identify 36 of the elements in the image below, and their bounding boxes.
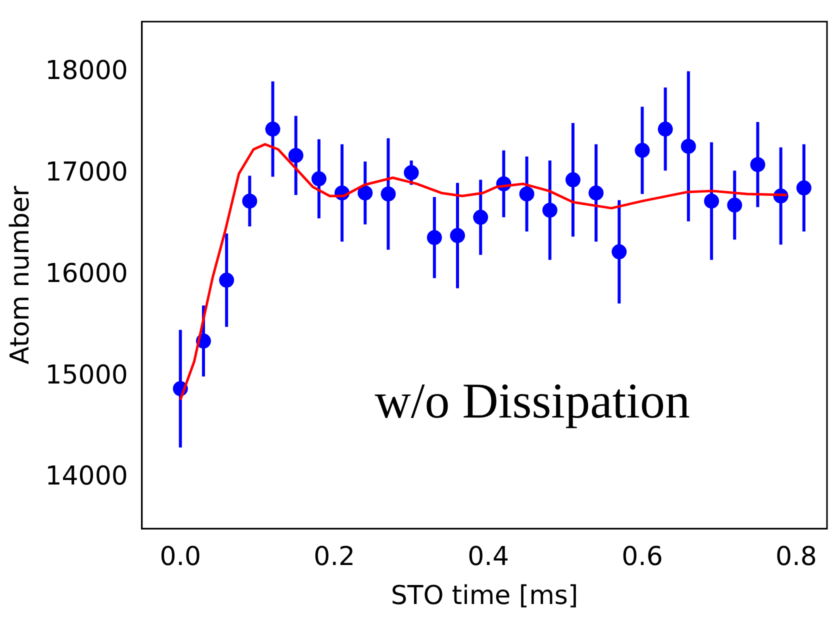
point (588, 185, 604, 200)
point (358, 185, 373, 200)
x-tick-label: 0.6 (622, 542, 663, 572)
point (219, 272, 234, 288)
x-axis-title: STO time [ms] (390, 581, 578, 612)
annotation: w/o Dissipation (374, 372, 690, 429)
x-tick-label: 0.0 (160, 542, 202, 572)
point (473, 210, 488, 225)
x-tick-label: 0.8 (776, 542, 817, 572)
y-tick-label: 14000 (45, 462, 128, 492)
point (380, 186, 396, 202)
point (450, 228, 466, 244)
point (565, 172, 580, 188)
point (311, 171, 326, 186)
x-tick-label: 0.4 (468, 542, 509, 572)
y-tick-label: 15000 (45, 360, 128, 390)
point (542, 202, 558, 218)
point (750, 157, 766, 172)
point (612, 244, 627, 260)
y-tick-label: 18000 (45, 56, 128, 86)
point (426, 230, 442, 246)
point (288, 148, 304, 163)
y-axis-title: Atom number (5, 186, 36, 364)
point (242, 194, 258, 209)
point (265, 122, 280, 137)
point (658, 122, 673, 137)
y-tick-label: 17000 (45, 157, 128, 188)
point (404, 165, 419, 180)
point (727, 198, 742, 213)
point (796, 180, 812, 196)
y-tick-label: 16000 (45, 258, 128, 289)
point (680, 138, 696, 154)
point (704, 194, 720, 209)
x-tick-label: 0.2 (314, 542, 356, 572)
point (519, 186, 534, 202)
point (634, 142, 650, 158)
